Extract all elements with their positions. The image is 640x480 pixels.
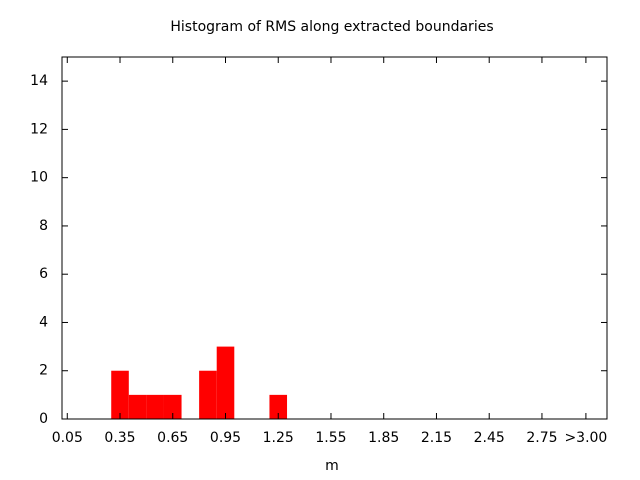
bar (216, 346, 235, 419)
x-tick-label: 1.85 (368, 430, 399, 446)
y-tick-label: 10 (30, 170, 48, 186)
y-tick-label: 6 (39, 266, 48, 282)
x-tick-label: 2.15 (421, 430, 452, 446)
x-tick-label: 1.25 (263, 430, 294, 446)
y-tick-label: 12 (30, 121, 48, 137)
x-tick-label: 1.55 (315, 430, 346, 446)
bar (128, 394, 147, 419)
y-tick-label: 8 (39, 218, 48, 234)
bar (146, 394, 164, 419)
bar (111, 370, 129, 419)
chart-title: Histogram of RMS along extracted boundar… (170, 19, 493, 35)
y-tick-label: 14 (30, 73, 48, 89)
x-tick-label: 0.05 (52, 430, 83, 446)
x-tick-label: 2.45 (474, 430, 505, 446)
x-axis-label: m (325, 458, 339, 474)
x-tick-label: 2.75 (526, 430, 557, 446)
bar (199, 370, 217, 419)
x-tick-label: >3.00 (564, 430, 607, 446)
x-tick-label: 0.65 (157, 430, 188, 446)
y-tick-label: 4 (39, 314, 48, 330)
bar (163, 394, 182, 419)
plot-border (61, 56, 608, 420)
x-tick-label: 0.35 (104, 430, 135, 446)
bar (269, 394, 288, 419)
y-tick-label: 2 (39, 363, 48, 379)
x-tick-label: 0.95 (210, 430, 241, 446)
y-tick-label: 0 (39, 411, 48, 427)
